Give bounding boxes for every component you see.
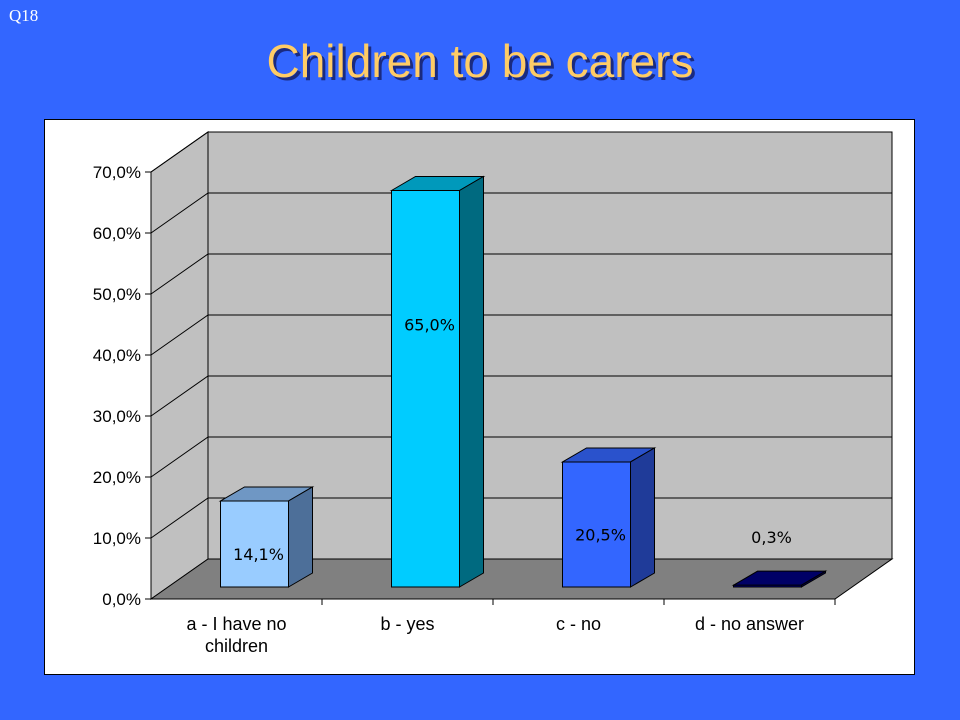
y-tick-label: 70,0%	[93, 163, 141, 182]
bar-side	[288, 486, 313, 588]
bar	[562, 461, 631, 588]
x-tick-label: children	[205, 636, 268, 656]
gridline	[150, 131, 892, 173]
y-tick-label: 40,0%	[93, 346, 141, 365]
y-tick-label: 50,0%	[93, 285, 141, 304]
bar	[391, 190, 460, 588]
y-tick-label: 0,0%	[102, 590, 141, 609]
data-label: 65,0%	[404, 316, 455, 335]
slide-title: Children to be carers	[266, 35, 694, 87]
gridline	[150, 497, 892, 539]
gridline	[150, 314, 892, 356]
gridline	[150, 192, 892, 234]
gridline	[150, 436, 892, 478]
side-wall	[150, 131, 209, 600]
bar-side	[459, 175, 484, 588]
gridline	[150, 375, 892, 417]
y-tick-label: 10,0%	[93, 529, 141, 548]
gridline	[150, 253, 892, 295]
data-label: 20,5%	[575, 525, 626, 544]
x-tick-label: a - I have no	[186, 614, 286, 634]
slide-label: Q18	[9, 6, 39, 25]
bar-side	[630, 447, 655, 588]
x-tick-label: b - yes	[380, 614, 434, 634]
x-tick-label: c - no	[556, 614, 601, 634]
x-tick-label: d - no answer	[695, 614, 804, 634]
y-tick-label: 30,0%	[93, 407, 141, 426]
bar	[220, 500, 289, 588]
y-tick-label: 60,0%	[93, 224, 141, 243]
chart-frame: 0,0% 10,0% 20,0% 30,0% 40,0% 50,0% 60,0% 70,0% 1…	[44, 119, 915, 675]
bar-side	[801, 570, 826, 588]
bar-chart: 0,0% 10,0% 20,0% 30,0% 40,0% 50,0% 60,0% 70,0% 1…	[93, 131, 894, 656]
data-label: 14,1%	[233, 545, 284, 564]
y-tick-label: 20,0%	[93, 468, 141, 487]
data-label: 0,3%	[751, 528, 792, 547]
